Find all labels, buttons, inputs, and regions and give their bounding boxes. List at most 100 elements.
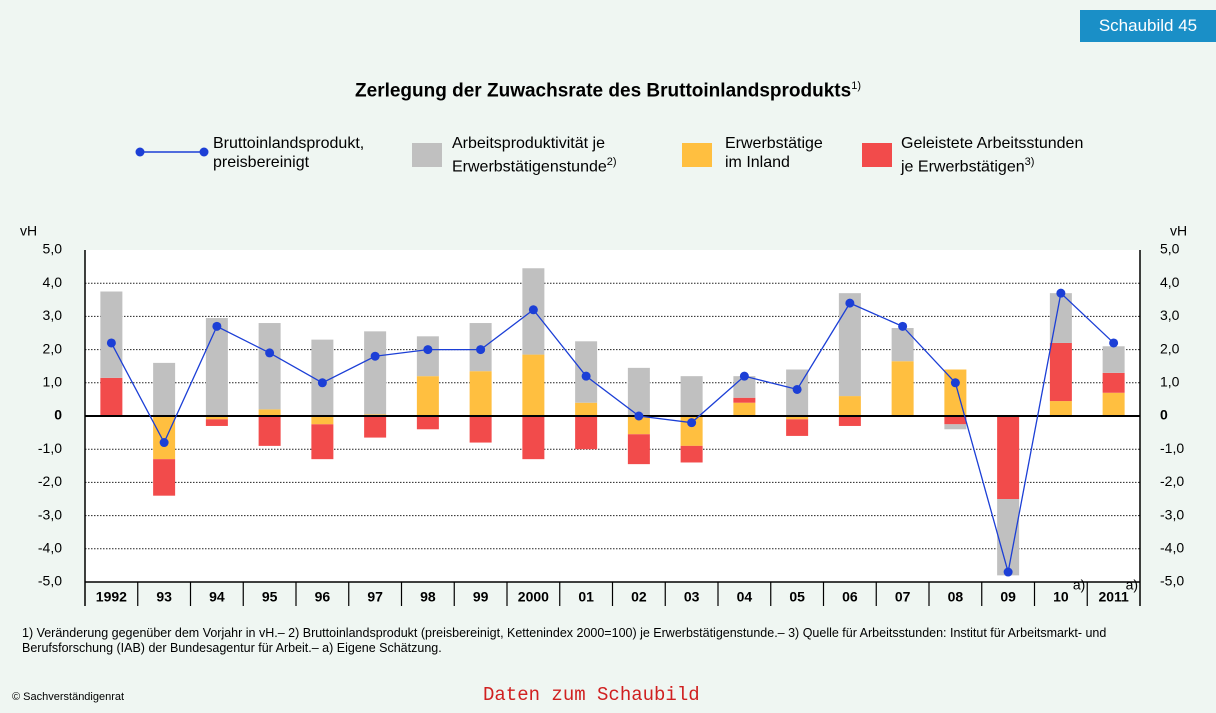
line-marker: [265, 348, 275, 358]
x-tick-label: 03: [684, 589, 700, 605]
bar: [416, 376, 439, 416]
line-marker: [581, 371, 591, 381]
x-tick-label: 96: [315, 589, 331, 605]
bar: [891, 361, 914, 416]
bar: [311, 424, 334, 460]
legend-marker: [199, 147, 209, 157]
bar: [1102, 392, 1125, 416]
bar: [1102, 372, 1125, 393]
x-tick-label: 95: [262, 589, 278, 605]
bar: [258, 416, 281, 446]
y-tick-label: 0: [54, 407, 62, 423]
badge: Schaubild 45: [1080, 10, 1216, 42]
y-tick-label: -2,0: [38, 473, 62, 489]
x-tick-label: 97: [367, 589, 383, 605]
y-tick-label: 4,0: [43, 274, 63, 290]
title-note: 1): [851, 80, 861, 92]
line-marker: [370, 351, 380, 361]
bar: [258, 323, 281, 410]
bar: [469, 371, 492, 416]
line-marker: [476, 345, 486, 355]
y-tick-label: 3,0: [43, 307, 63, 323]
line-marker: [792, 384, 802, 394]
y2-tick-label: 0: [1160, 407, 1168, 423]
line: [110, 291, 1115, 573]
bar: [786, 416, 809, 420]
line-marker: [212, 321, 222, 331]
category-note: a): [1126, 577, 1138, 593]
bar: [838, 293, 861, 397]
bar: [522, 416, 545, 460]
bar: [1049, 342, 1072, 402]
y2-tick-label: -5,0: [1160, 573, 1184, 589]
data-link[interactable]: Daten zum Schaubild: [483, 684, 700, 706]
line-marker: [634, 411, 644, 421]
legend-note: 3): [1024, 156, 1035, 168]
y-tick-label: 5,0: [43, 241, 63, 257]
y2-tick-label: 5,0: [1160, 241, 1180, 257]
bar: [469, 416, 492, 443]
bar: [575, 416, 598, 450]
bar: [627, 434, 650, 465]
bar: [1102, 346, 1125, 373]
y2-axis-label: vH: [1170, 223, 1187, 239]
bar: [627, 416, 650, 435]
bar: [891, 328, 914, 362]
x-tick-label: 1992: [96, 589, 127, 605]
bar: [153, 416, 176, 460]
bar: [1049, 293, 1072, 343]
bar: [100, 377, 123, 416]
bar: [153, 362, 176, 416]
x-tick-label: 99: [473, 589, 489, 605]
bar: [733, 397, 756, 403]
bar: [627, 367, 650, 416]
legend-marker: [135, 147, 145, 157]
y-tick-label: 2,0: [43, 340, 63, 356]
bar: [680, 416, 703, 446]
chart-title: Zerlegung der Zuwachsrate des Bruttoinla…: [0, 80, 1216, 102]
line-marker: [423, 345, 433, 355]
line-marker: [845, 298, 855, 308]
bar: [153, 459, 176, 496]
y-tick-label: -5,0: [38, 573, 62, 589]
x-tick-label: 09: [1000, 589, 1016, 605]
bar: [575, 402, 598, 416]
line-marker: [1056, 288, 1066, 298]
y-axis-label: vH: [20, 223, 37, 239]
bar: [205, 318, 228, 416]
bar: [997, 416, 1020, 499]
legend-note: 2): [606, 156, 617, 168]
bar: [311, 339, 334, 416]
bar: [416, 336, 439, 377]
legend-label: Erwerbstätige im Inland: [725, 135, 823, 171]
line-marker: [739, 371, 749, 381]
x-tick-label: 10: [1053, 589, 1069, 605]
bar: [416, 416, 439, 430]
legend-entry: Geleistete Arbeitsstunden je Erwerbstäti…: [901, 134, 1083, 176]
legend-entry: Erwerbstätige im Inland: [725, 134, 823, 172]
bar: [786, 419, 809, 436]
bar: [997, 499, 1020, 576]
legend-entry: Arbeitsproduktivität je Erwerbstätigenst…: [452, 134, 617, 176]
y2-tick-label: 2,0: [1160, 340, 1180, 356]
y2-tick-label: -3,0: [1160, 506, 1184, 522]
y-tick-label: 1,0: [43, 374, 63, 390]
x-tick-label: 2011: [1098, 589, 1129, 605]
bar: [680, 445, 703, 463]
x-tick-label: 05: [789, 589, 805, 605]
y2-tick-label: 1,0: [1160, 374, 1180, 390]
y-tick-label: -3,0: [38, 506, 62, 522]
x-tick-label: 98: [420, 589, 436, 605]
line-marker: [159, 438, 169, 448]
line-marker: [950, 378, 960, 388]
line-marker: [317, 378, 327, 388]
legend-entry: Bruttoinlandsprodukt, preisbereinigt: [213, 134, 364, 172]
bar: [205, 416, 228, 420]
legend-label: Bruttoinlandsprodukt, preisbereinigt: [213, 135, 365, 171]
bar: [364, 331, 387, 415]
x-tick-label: 06: [842, 589, 858, 605]
bar: [100, 291, 123, 378]
bar: [733, 402, 756, 416]
footnote: 1) Veränderung gegenüber dem Vorjahr in …: [22, 626, 1107, 655]
